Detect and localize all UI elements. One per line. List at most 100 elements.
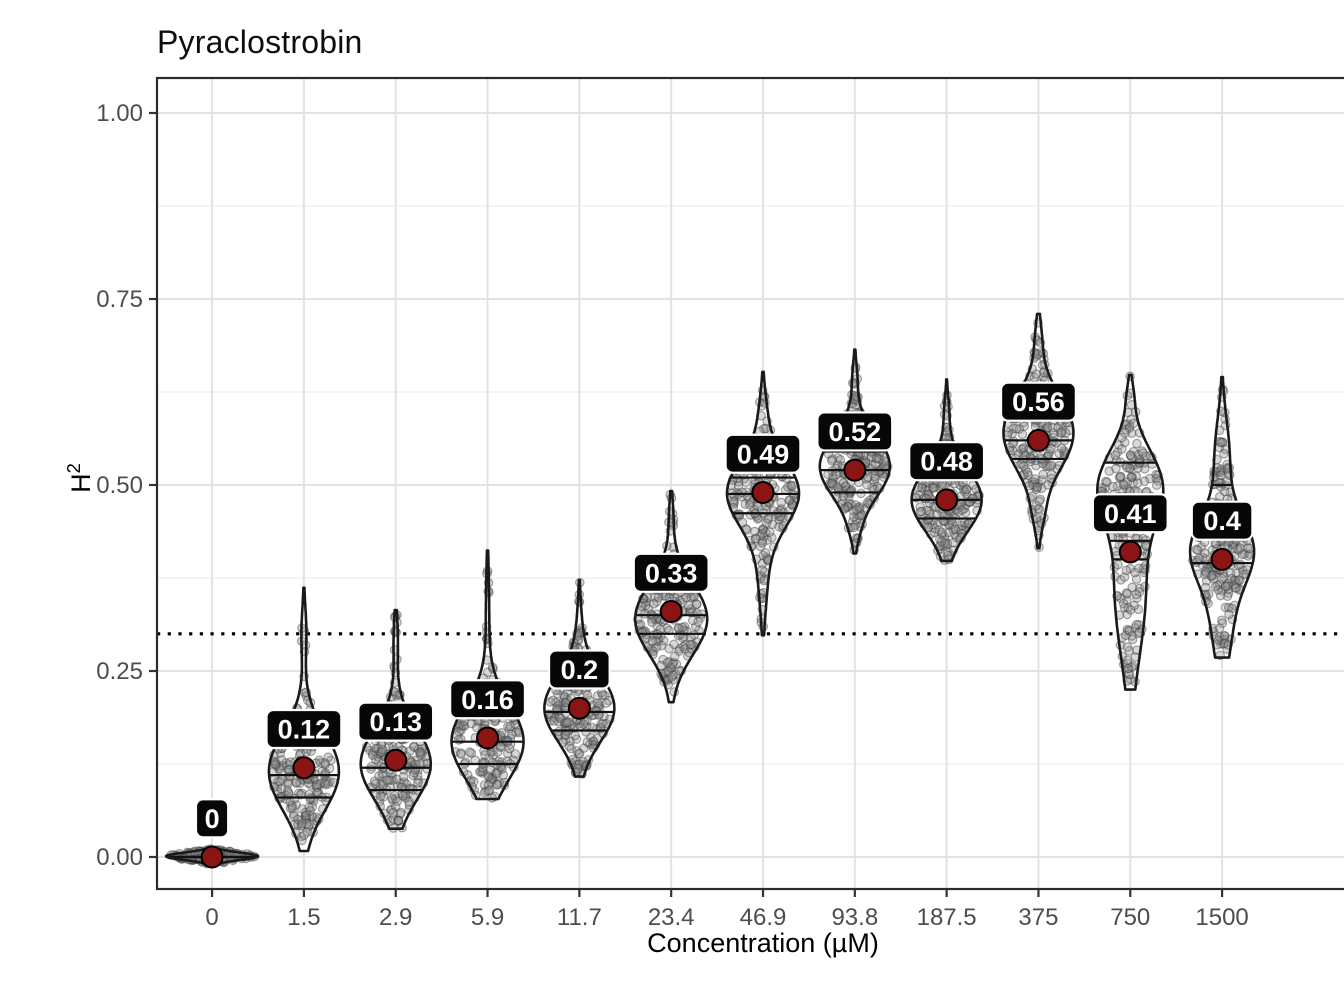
data-point [320,759,330,770]
mean-label-text: 0.48 [920,447,973,477]
data-point [683,600,694,610]
data-point [555,713,566,724]
data-point [757,535,768,546]
data-point [492,747,503,757]
data-point [1122,609,1132,620]
violin-outline [267,586,341,853]
data-point [393,816,404,826]
data-point [377,776,387,787]
data-point [311,781,322,791]
mean-label-text: 0.2 [561,655,599,685]
data-point [647,617,657,627]
data-point [935,540,946,551]
data-point [943,519,954,530]
data-point [960,507,971,518]
data-point [304,802,314,813]
data-point [850,520,861,530]
data-point [302,827,312,837]
data-point [408,741,419,752]
data-point [1199,548,1210,558]
data-point [1027,476,1038,487]
data-point [464,747,475,757]
x-axis: 0 1.5 2.9 5.9 11.7 23.4 46.9 93.8 187.5 375 750 150… [205,889,1249,931]
data-point [1127,472,1137,482]
data-point [1125,674,1136,685]
data-point [784,495,794,505]
data-point [841,481,851,491]
mean-label-text: 0.16 [461,685,514,715]
data-point [367,748,378,759]
data-point [458,720,468,731]
data-point [471,722,482,733]
data-point [398,791,408,801]
data-point [289,811,299,822]
data-point [305,806,316,816]
data-point [493,765,504,776]
data-point [320,779,331,790]
data-point [374,771,384,781]
data-point [1139,476,1150,487]
data-point [744,495,755,505]
data-point [405,746,415,756]
data-point [679,621,690,632]
data-point [642,592,652,603]
data-point [324,763,335,774]
data-point [929,527,940,538]
data-point [827,472,838,482]
data-point [934,525,945,535]
mean-dot [751,480,775,504]
data-point [930,482,941,492]
data-point [1115,471,1126,482]
data-point [1046,469,1057,480]
data-point [566,743,576,754]
data-point [774,521,784,532]
data-point [1132,438,1142,449]
data-point [1046,443,1056,454]
data-point [921,482,932,493]
data-point [276,755,287,765]
data-point [937,527,948,538]
data-point [758,523,769,534]
mean-label-46.9: 0.49 [724,433,802,474]
data-point [854,501,865,512]
data-point [1054,448,1064,459]
data-point [393,815,403,826]
data-point [1126,472,1137,482]
data-point [477,768,488,778]
mean-label-0: 0 [194,798,230,839]
data-point [586,732,596,743]
data-point [1056,427,1067,438]
data-point [492,768,502,779]
mean-dot [935,488,959,512]
data-point [300,807,311,818]
data-point [869,476,879,487]
data-point [943,527,954,538]
data-point [647,645,658,655]
data-point [287,803,298,813]
data-point [480,750,490,760]
data-point [571,734,582,744]
data-point [581,727,591,737]
data-point [757,528,768,539]
data-point [545,697,556,707]
mean-label-text: 0.12 [278,715,331,745]
data-point [492,779,502,790]
data-point [484,772,495,783]
data-point [400,793,411,803]
data-point [658,654,668,665]
data-point [284,764,295,775]
violin-chart-figure: 0 0.12 0.13 0.16 0.2 0.33 0.49 0.52 0.48 0.56 0.41… [40,16,1344,976]
data-point [922,485,933,496]
data-point [490,768,501,779]
data-point [653,636,664,647]
data-point [412,770,423,781]
data-point [479,780,490,790]
data-point [842,501,853,512]
data-point [293,819,303,830]
data-point [384,775,395,785]
data-point [828,480,838,491]
data-point [823,469,833,480]
data-point [729,497,739,507]
data-point [1056,427,1066,438]
data-point [927,482,938,493]
